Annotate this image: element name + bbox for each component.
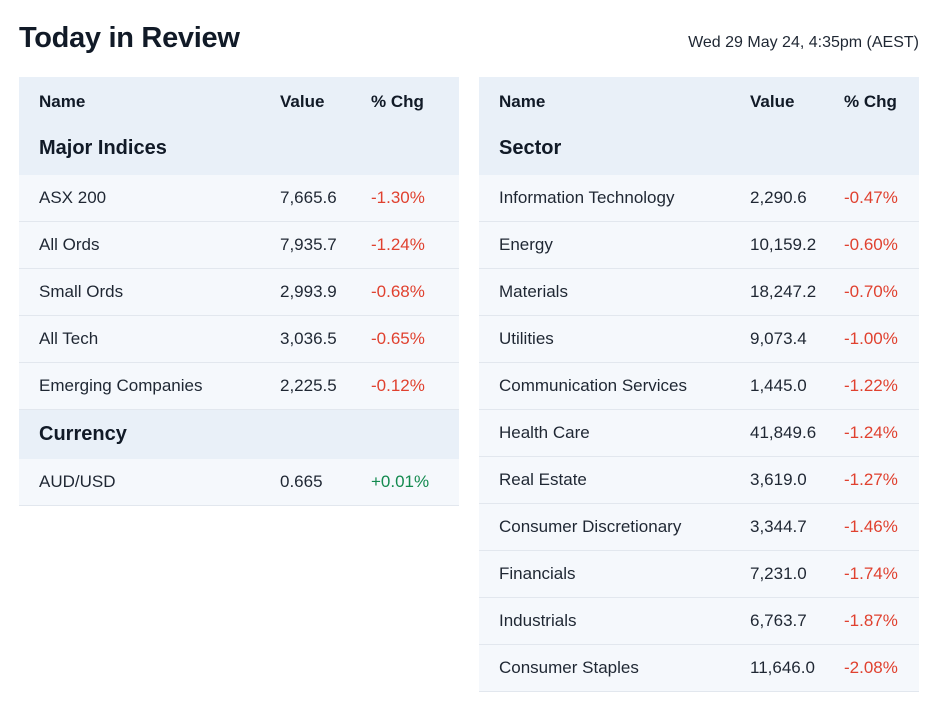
row-change: -1.30% bbox=[371, 188, 425, 207]
row-value: 3,619.0 bbox=[750, 470, 807, 489]
table-row[interactable]: Real Estate 3,619.0 -1.27% bbox=[479, 457, 919, 504]
row-value: 41,849.6 bbox=[750, 423, 817, 442]
row-value: 10,159.2 bbox=[750, 235, 817, 254]
row-value: 2,225.5 bbox=[280, 376, 337, 395]
table-row[interactable]: Small Ords 2,993.9 -0.68% bbox=[19, 269, 459, 316]
row-value: 2,290.6 bbox=[750, 188, 807, 207]
table-header: Name Value % Chg bbox=[479, 77, 919, 125]
row-value: 3,344.7 bbox=[750, 517, 807, 536]
table-row[interactable]: Utilities 9,073.4 -1.00% bbox=[479, 316, 919, 363]
row-value: 0.665 bbox=[280, 472, 323, 491]
row-name: AUD/USD bbox=[39, 472, 116, 491]
table-row[interactable]: ASX 200 7,665.6 -1.30% bbox=[19, 175, 459, 222]
page-title: Today in Review bbox=[19, 22, 240, 54]
table-row[interactable]: Emerging Companies 2,225.5 -0.12% bbox=[19, 363, 459, 410]
row-change: -1.87% bbox=[844, 611, 898, 630]
row-name: All Tech bbox=[39, 329, 99, 348]
table-row[interactable]: Information Technology 2,290.6 -0.47% bbox=[479, 175, 919, 222]
row-change: -2.08% bbox=[844, 658, 898, 677]
row-change: -1.22% bbox=[844, 376, 898, 395]
row-change: -1.74% bbox=[844, 564, 898, 583]
row-change: -1.00% bbox=[844, 329, 898, 348]
table-header: Name Value % Chg bbox=[19, 77, 459, 125]
row-name: Emerging Companies bbox=[39, 376, 203, 395]
indices-table: Name Value % Chg Major Indices ASX 200 7… bbox=[19, 77, 459, 506]
row-change: -1.24% bbox=[844, 423, 898, 442]
row-change: -0.65% bbox=[371, 329, 425, 348]
row-name: Utilities bbox=[499, 329, 554, 348]
table-row[interactable]: AUD/USD 0.665 +0.01% bbox=[19, 459, 459, 506]
table-row[interactable]: Health Care 41,849.6 -1.24% bbox=[479, 410, 919, 457]
row-value: 2,993.9 bbox=[280, 282, 337, 301]
row-name: Consumer Staples bbox=[499, 658, 639, 677]
row-value: 1,445.0 bbox=[750, 376, 807, 395]
row-change: -0.68% bbox=[371, 282, 425, 301]
row-name: Industrials bbox=[499, 611, 577, 630]
row-change: -0.70% bbox=[844, 282, 898, 301]
column-header-chg: % Chg bbox=[844, 92, 897, 111]
table-row[interactable]: All Ords 7,935.7 -1.24% bbox=[19, 222, 459, 269]
table-row[interactable]: Materials 18,247.2 -0.70% bbox=[479, 269, 919, 316]
row-change: -0.60% bbox=[844, 235, 898, 254]
row-value: 6,763.7 bbox=[750, 611, 807, 630]
row-value: 3,036.5 bbox=[280, 329, 337, 348]
column-header-chg: % Chg bbox=[371, 92, 424, 111]
column-header-value: Value bbox=[280, 92, 325, 111]
row-name: Materials bbox=[499, 282, 568, 301]
row-value: 7,231.0 bbox=[750, 564, 807, 583]
table-row[interactable]: Energy 10,159.2 -0.60% bbox=[479, 222, 919, 269]
group-major-indices: Major Indices bbox=[19, 125, 459, 175]
row-change: -1.27% bbox=[844, 470, 898, 489]
row-name: Consumer Discretionary bbox=[499, 517, 682, 536]
sector-table: Name Value % Chg Sector Information Tech… bbox=[479, 77, 919, 692]
column-header-value: Value bbox=[750, 92, 795, 111]
row-value: 9,073.4 bbox=[750, 329, 807, 348]
row-value: 7,935.7 bbox=[280, 235, 337, 254]
column-header-name: Name bbox=[499, 92, 546, 111]
group-currency: Currency bbox=[19, 410, 459, 459]
table-row[interactable]: Industrials 6,763.7 -1.87% bbox=[479, 598, 919, 645]
row-name: Communication Services bbox=[499, 376, 688, 395]
row-value: 18,247.2 bbox=[750, 282, 817, 301]
row-change: -1.46% bbox=[844, 517, 898, 536]
row-change: -0.47% bbox=[844, 188, 898, 207]
table-row[interactable]: Consumer Staples 11,646.0 -2.08% bbox=[479, 645, 919, 692]
row-name: Energy bbox=[499, 235, 553, 254]
table-row[interactable]: Consumer Discretionary 3,344.7 -1.46% bbox=[479, 504, 919, 551]
row-name: Real Estate bbox=[499, 470, 587, 489]
table-row[interactable]: Communication Services 1,445.0 -1.22% bbox=[479, 363, 919, 410]
row-value: 7,665.6 bbox=[280, 188, 337, 207]
row-name: ASX 200 bbox=[39, 188, 107, 207]
row-change: +0.01% bbox=[371, 472, 430, 491]
row-name: Financials bbox=[499, 564, 576, 583]
timestamp: Wed 29 May 24, 4:35pm (AEST) bbox=[688, 34, 919, 51]
table-row[interactable]: Financials 7,231.0 -1.74% bbox=[479, 551, 919, 598]
row-name: Small Ords bbox=[39, 282, 124, 301]
row-name: Information Technology bbox=[499, 188, 675, 207]
table-row[interactable]: All Tech 3,036.5 -0.65% bbox=[19, 316, 459, 363]
group-sector: Sector bbox=[479, 125, 919, 175]
row-name: Health Care bbox=[499, 423, 590, 442]
column-header-name: Name bbox=[39, 92, 86, 111]
row-change: -1.24% bbox=[371, 235, 425, 254]
row-change: -0.12% bbox=[371, 376, 425, 395]
row-name: All Ords bbox=[39, 235, 100, 254]
row-value: 11,646.0 bbox=[750, 658, 815, 677]
